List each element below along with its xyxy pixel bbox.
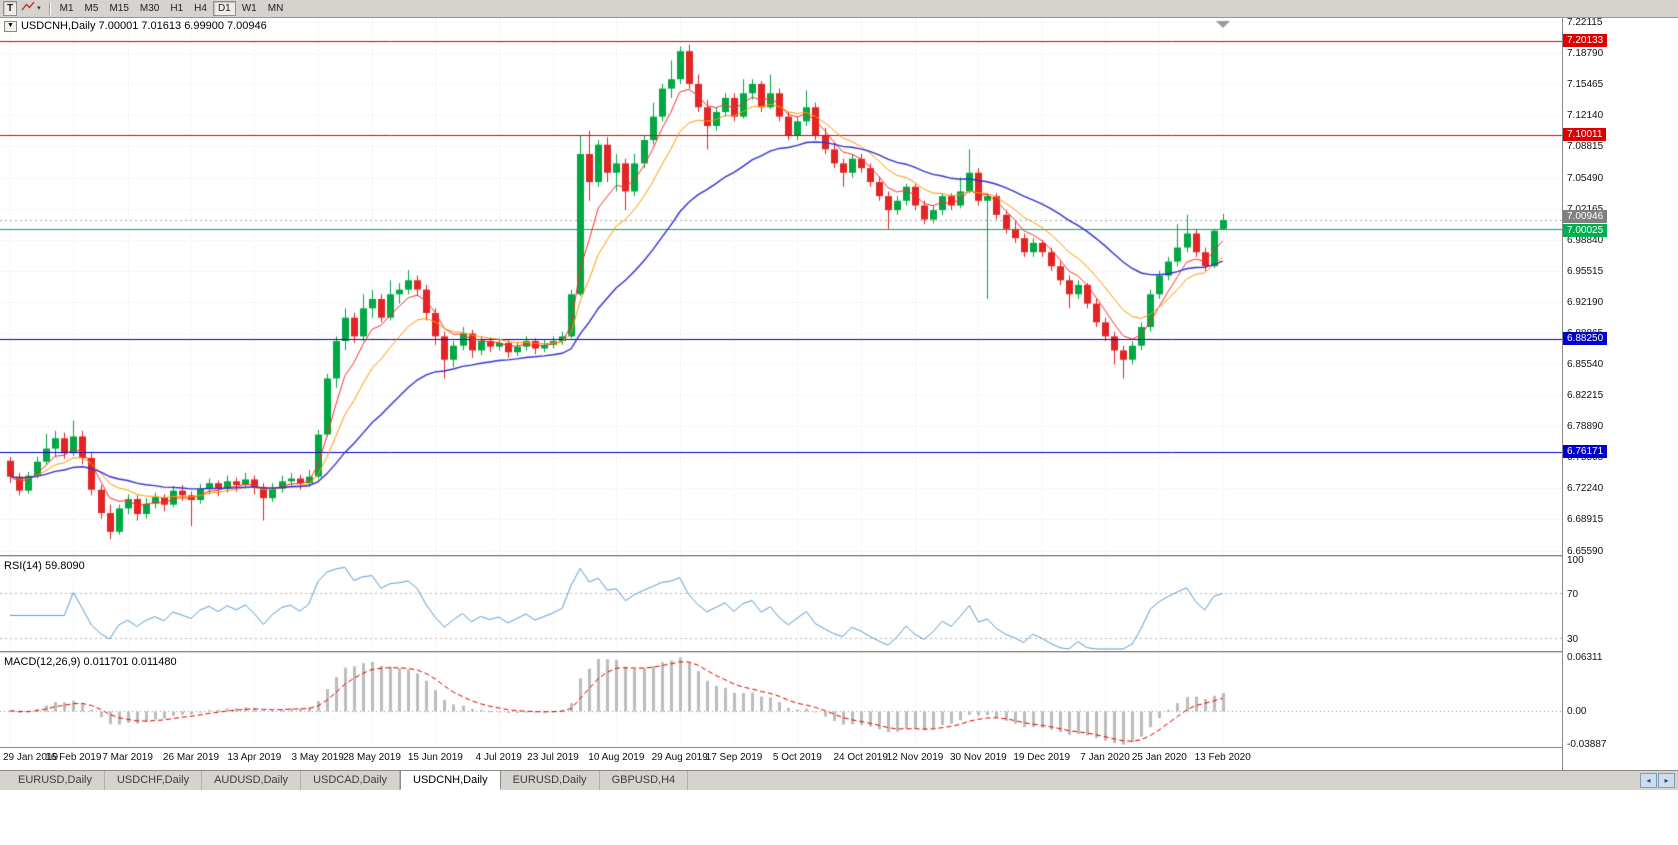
date-axis-label: 26 Mar 2019 bbox=[162, 752, 220, 763]
rsi-axis-label: 30 bbox=[1567, 634, 1579, 645]
macd-chart-canvas[interactable] bbox=[0, 654, 1562, 747]
date-axis-label: 28 May 2019 bbox=[343, 752, 401, 763]
price-tick-label: 7.12140 bbox=[1567, 110, 1604, 122]
current-price-box: 7.00946 bbox=[1563, 210, 1608, 223]
date-axis-label: 13 Apr 2019 bbox=[227, 752, 282, 763]
rsi-label: RSI(14) 59.8090 bbox=[4, 560, 85, 572]
chart-tab-audusd-daily-2[interactable]: AUDUSD,Daily bbox=[202, 771, 302, 790]
date-axis-label: 5 Oct 2019 bbox=[772, 752, 822, 763]
date-axis-label: 24 Oct 2019 bbox=[833, 752, 888, 763]
tab-scroll-right-button[interactable]: ▸ bbox=[1658, 773, 1675, 788]
date-axis-label: 13 Feb 2020 bbox=[1194, 752, 1251, 763]
macd-pane: MACD(12,26,9) 0.011701 0.011480 bbox=[0, 654, 1562, 747]
macd-axis-label: 0.06311 bbox=[1567, 652, 1603, 664]
pane-resize-handle[interactable] bbox=[0, 555, 1562, 558]
rsi-chart-canvas[interactable] bbox=[0, 558, 1562, 651]
chart-tab-gbpusd-h4-6[interactable]: GBPUSD,H4 bbox=[600, 771, 689, 790]
timeframe-button-w1[interactable]: W1 bbox=[237, 1, 262, 16]
chart-area: ▼ USDCNH,Daily 7.00001 7.01613 6.99900 7… bbox=[0, 17, 1678, 770]
timeframe-buttons: M1 M5 M15 M30 H1 H4 D1 W1 MN bbox=[55, 1, 289, 16]
price-tick-label: 7.05490 bbox=[1567, 172, 1604, 184]
collapse-chart-button[interactable]: ▼ bbox=[4, 20, 17, 32]
timeframe-button-m1[interactable]: M1 bbox=[55, 1, 79, 16]
date-axis-label: 7 Mar 2019 bbox=[102, 752, 153, 763]
timeframe-button-m15[interactable]: M15 bbox=[104, 1, 133, 16]
date-axis-label: 16 Feb 2019 bbox=[45, 752, 102, 763]
chart-tab-bar: EURUSD,Daily USDCHF,Daily AUDUSD,Daily USDC… bbox=[0, 770, 1678, 790]
date-axis-label: 7 Jan 2020 bbox=[1080, 752, 1130, 763]
price-tick-label: 7.15465 bbox=[1567, 79, 1604, 91]
date-axis-label: 12 Nov 2019 bbox=[886, 752, 944, 763]
chart-tab-usdcad-daily-3[interactable]: USDCAD,Daily bbox=[301, 771, 401, 790]
price-tick-label: 6.78890 bbox=[1567, 421, 1604, 433]
timeframe-button-m30[interactable]: M30 bbox=[135, 1, 164, 16]
price-tick-label: 6.68915 bbox=[1567, 514, 1604, 526]
price-tick-label: 6.92190 bbox=[1567, 296, 1604, 308]
timeframe-button-d1[interactable]: D1 bbox=[212, 1, 236, 16]
macd-axis-label: -0.03887 bbox=[1567, 738, 1607, 750]
price-tick-label: 6.65590 bbox=[1567, 545, 1604, 557]
price-pane: ▼ USDCNH,Daily 7.00001 7.01613 6.99900 7… bbox=[0, 18, 1562, 555]
price-tick-label: 6.82215 bbox=[1567, 390, 1604, 402]
date-axis-label: 30 Nov 2019 bbox=[949, 752, 1007, 763]
draw-tools-dropdown[interactable]: ▾ bbox=[17, 1, 45, 16]
chart-tab-usdchf-daily-1[interactable]: USDCHF,Daily bbox=[105, 771, 203, 790]
price-tick-label: 6.95515 bbox=[1567, 265, 1604, 277]
price-tick-label: 6.75565 bbox=[1567, 452, 1604, 464]
date-axis-label: 25 Jan 2020 bbox=[1131, 752, 1187, 763]
date-axis[interactable]: 29 Jan 2019 16 Feb 2019 7 Mar 2019 26 Mar 2… bbox=[0, 747, 1562, 770]
timeframe-button-h1[interactable]: H1 bbox=[165, 1, 188, 16]
toolbar-separator bbox=[48, 2, 51, 15]
date-axis-label: 19 Dec 2019 bbox=[1013, 752, 1071, 763]
chart-panes: ▼ USDCNH,Daily 7.00001 7.01613 6.99900 7… bbox=[0, 18, 1562, 770]
level-price-box: 7.00025 bbox=[1563, 223, 1608, 237]
price-axis[interactable]: 7.22115 7.18790 7.15465 7.12140 7.08815 7.054… bbox=[1562, 17, 1678, 770]
chart-tab-eurusd-daily-0[interactable]: EURUSD,Daily bbox=[6, 771, 105, 790]
macd-label: MACD(12,26,9) 0.011701 0.011480 bbox=[4, 656, 177, 668]
pane-resize-handle[interactable] bbox=[0, 651, 1562, 654]
tab-scroll-left-button[interactable]: ◂ bbox=[1640, 773, 1657, 788]
rsi-pane: RSI(14) 59.8090 bbox=[0, 558, 1562, 651]
chart-title: USDCNH,Daily 7.00001 7.01613 6.99900 7.0… bbox=[20, 20, 267, 32]
date-axis-label: 10 Aug 2019 bbox=[588, 752, 645, 763]
date-axis-label: 23 Jul 2019 bbox=[527, 752, 579, 763]
date-axis-label: 17 Sep 2019 bbox=[705, 752, 763, 763]
price-tick-label: 7.22115 bbox=[1567, 17, 1603, 29]
date-axis-label: 29 Aug 2019 bbox=[651, 752, 708, 763]
price-tick-label: 6.72240 bbox=[1567, 483, 1604, 495]
chart-tab-eurusd-daily-5[interactable]: EURUSD,Daily bbox=[501, 771, 600, 790]
tab-scroll-buttons: ◂ ▸ bbox=[1640, 771, 1675, 790]
date-axis-label: 4 Jul 2019 bbox=[475, 752, 522, 763]
bottom-empty-area bbox=[0, 790, 1678, 845]
price-tick-label: 6.85540 bbox=[1567, 359, 1604, 371]
chevron-down-icon: ▾ bbox=[37, 5, 41, 12]
text-tool-button[interactable]: T bbox=[3, 1, 18, 16]
timeframe-button-mn[interactable]: MN bbox=[263, 1, 289, 16]
level-price-box: 6.76171 bbox=[1563, 444, 1608, 458]
timeframe-button-m5[interactable]: M5 bbox=[80, 1, 104, 16]
rsi-axis-label: 100 bbox=[1567, 555, 1584, 567]
level-price-box: 6.88250 bbox=[1563, 331, 1608, 345]
price-tick-label: 7.02165 bbox=[1567, 204, 1603, 215]
price-tick-label: 6.98840 bbox=[1567, 234, 1604, 246]
date-axis-label: 3 May 2019 bbox=[291, 752, 344, 763]
date-axis-label: 15 Jun 2019 bbox=[407, 752, 463, 763]
price-pane-header: ▼ USDCNH,Daily 7.00001 7.01613 6.99900 7… bbox=[4, 20, 267, 32]
level-price-box: 7.20133 bbox=[1563, 33, 1608, 47]
price-tick-label: 7.18790 bbox=[1567, 48, 1604, 60]
timeframe-button-h4[interactable]: H4 bbox=[189, 1, 212, 16]
top-toolbar: T ▾ M1 M5 M15 M30 H1 H4 D1 W1 MN bbox=[0, 0, 1678, 18]
chart-tab-usdcnh-daily-4[interactable]: USDCNH,Daily bbox=[400, 770, 501, 790]
price-tick-label: 7.08815 bbox=[1567, 141, 1604, 153]
macd-axis-label: 0.00 bbox=[1567, 705, 1587, 717]
rsi-axis-label: 70 bbox=[1567, 589, 1579, 600]
trendline-tool-icon bbox=[21, 1, 35, 16]
date-axis-label: 29 Jan 2019 bbox=[3, 752, 59, 763]
level-price-box: 7.10011 bbox=[1563, 128, 1607, 142]
price-chart-canvas[interactable] bbox=[0, 18, 1562, 555]
